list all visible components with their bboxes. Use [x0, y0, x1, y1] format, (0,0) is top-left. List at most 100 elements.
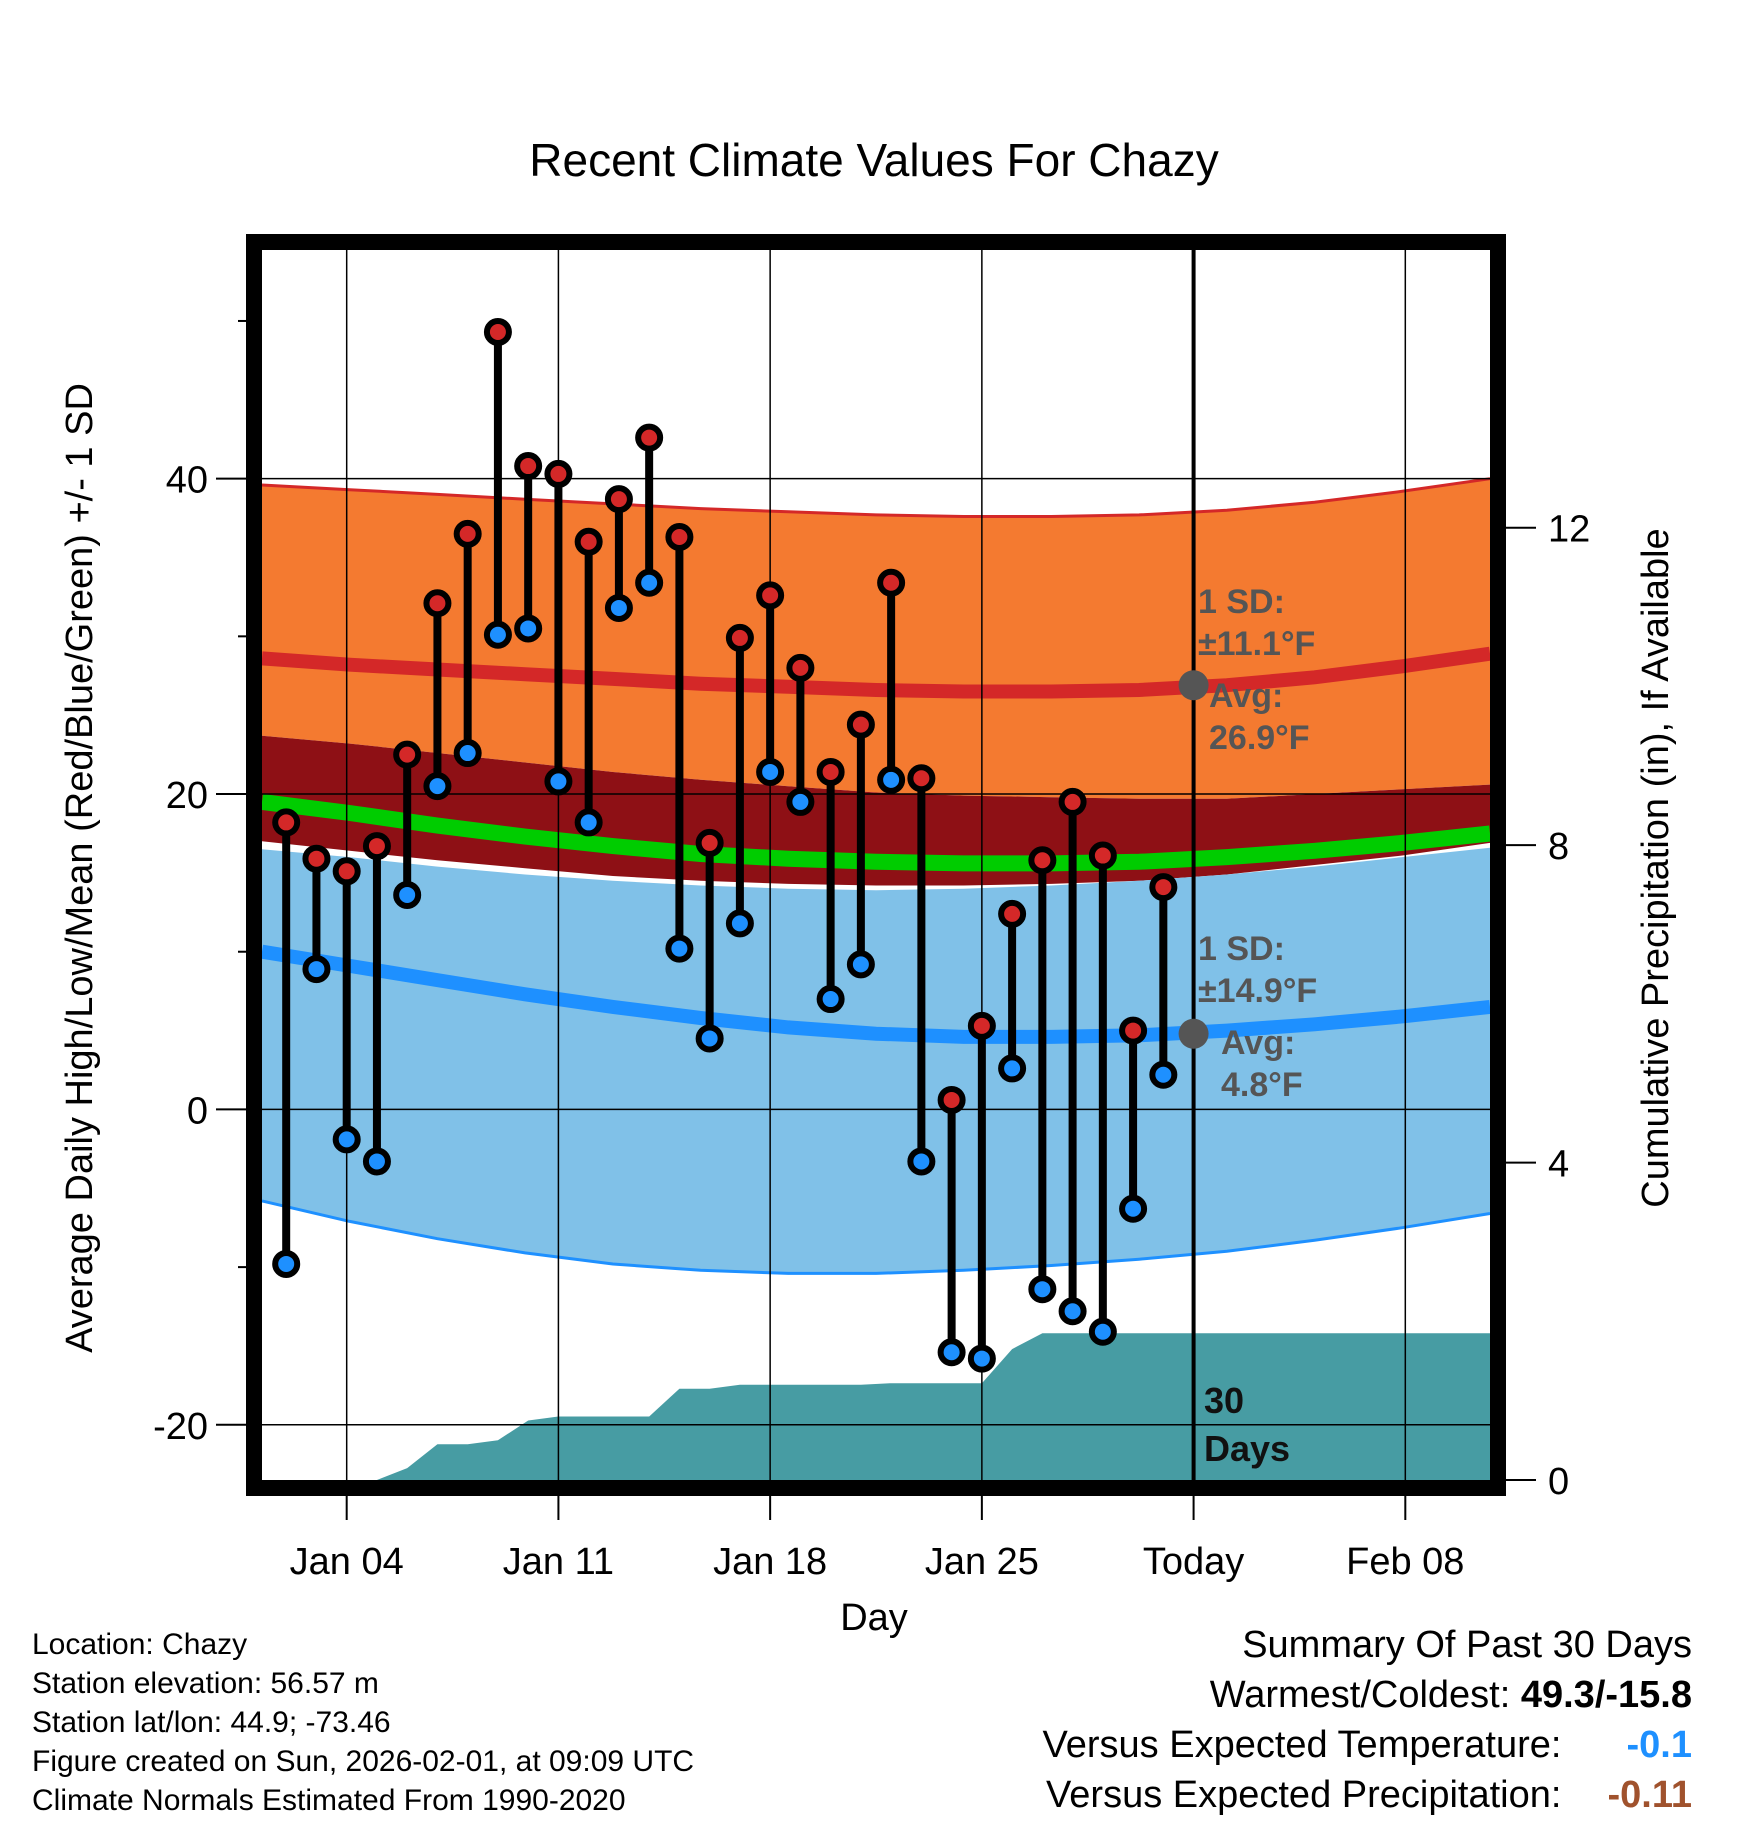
daily-low-point: [1149, 1060, 1178, 1089]
daily-high-point: [604, 485, 633, 514]
period-label-line1: 30: [1204, 1380, 1244, 1421]
y-tick-label: -20: [153, 1406, 208, 1448]
daily-low-point: [544, 767, 573, 796]
daily-low-point: [665, 934, 694, 963]
latlon-text: Station lat/lon: 44.9; -73.46: [32, 1706, 391, 1739]
station-info: Location: Chazy Station elevation: 56.57…: [32, 1625, 694, 1820]
daily-high-point: [423, 589, 452, 618]
daily-high-point: [635, 423, 664, 452]
daily-low-point: [877, 765, 906, 794]
high-avg-marker: [1178, 670, 1209, 701]
elevation-text: Station elevation: 56.57 m: [32, 1667, 379, 1700]
daily-low-point: [1119, 1194, 1148, 1223]
daily-low-point: [635, 568, 664, 597]
summary-panel: Summary Of Past 30 Days Warmest/Coldest:…: [1043, 1620, 1692, 1820]
daily-low-point: [725, 909, 754, 938]
low-avg-label: Avg:: [1221, 1024, 1295, 1062]
precip-area: [262, 1333, 1490, 1480]
high-sd-label: 1 SD:: [1198, 583, 1285, 621]
daily-high-point: [514, 452, 543, 481]
daily-low-point: [332, 1125, 361, 1154]
y-tick-label: 40: [166, 460, 208, 502]
daily-low-point: [393, 880, 422, 909]
daily-low-point: [453, 739, 482, 768]
daily-high-point: [1028, 846, 1057, 875]
daily-low-point: [574, 808, 603, 837]
y2-tick-label: 8: [1548, 826, 1569, 868]
daily-low-point: [302, 955, 331, 984]
high-avg-value: 26.9°F: [1209, 719, 1310, 757]
daily-high-point: [544, 459, 573, 488]
daily-low-point: [937, 1338, 966, 1367]
high-upper-line: [261, 477, 1491, 518]
low-avg-marker: [1178, 1018, 1209, 1049]
daily-low-point: [1058, 1297, 1087, 1326]
daily-high-point: [1088, 841, 1117, 870]
daily-high-point: [877, 568, 906, 597]
daily-high-point: [332, 857, 361, 886]
low-sd-value: ±14.9°F: [1198, 972, 1317, 1010]
warm-cold-value: 49.3/-15.8: [1520, 1674, 1692, 1716]
low-sd-label: 1 SD:: [1198, 930, 1285, 968]
warm-cold-label: Warmest/Coldest:: [1209, 1674, 1511, 1716]
normal-low-line: [260, 944, 1491, 1044]
daily-high-point: [362, 832, 391, 861]
x-axis-label: Day: [840, 1597, 908, 1639]
daily-high-point: [695, 828, 724, 857]
daily-low-point: [514, 614, 543, 643]
daily-high-point: [846, 710, 875, 739]
daily-low-point: [846, 950, 875, 979]
daily-low-point: [756, 757, 785, 786]
x-tick-label: Jan 11: [503, 1541, 614, 1583]
normal-mean-line: [260, 793, 1491, 872]
x-tick-label: Today: [1143, 1541, 1244, 1583]
axes: -20 0 20 40 0 4 8 12 Jan 04 Jan 11 Jan 18 Jan 25 Tod…: [153, 319, 1590, 1583]
daily-low-point: [1028, 1275, 1057, 1304]
period-label-line2: Days: [1204, 1428, 1290, 1469]
low-lower-line: [261, 1199, 1491, 1275]
daily-low-point: [816, 985, 845, 1014]
precip-label: Versus Expected Precipitation:: [1046, 1774, 1562, 1816]
precip-cumulative-area: [262, 1333, 1490, 1480]
daily-high-point: [725, 623, 754, 652]
temp-row: Versus Expected Temperature: -0.1: [1043, 1720, 1692, 1770]
daily-low-point: [998, 1054, 1027, 1083]
daily-high-point: [786, 653, 815, 682]
low-avg-value: 4.8°F: [1221, 1066, 1303, 1104]
y-axis-label: Average Daily High/Low/Mean (Red/Blue/Gr…: [59, 383, 101, 1353]
x-tick-label: Feb 08: [1346, 1541, 1464, 1583]
daily-high-point: [665, 523, 694, 551]
precip-value: -0.11: [1607, 1774, 1692, 1816]
y2-tick-label: 0: [1548, 1461, 1569, 1503]
daily-high-point: [1058, 787, 1087, 816]
daily-low-point: [967, 1344, 996, 1373]
daily-high-point: [453, 519, 482, 548]
daily-low-point: [483, 620, 512, 649]
daily-high-point: [816, 757, 845, 786]
y2-axis-label: Cumulative Precipitation (in), If Availa…: [1635, 528, 1677, 1207]
created-text: Figure created on Sun, 2026-02-01, at 09…: [32, 1745, 695, 1778]
x-tick-label: Jan 18: [713, 1541, 827, 1583]
daily-low-point: [695, 1024, 724, 1053]
daily-high-point: [907, 764, 936, 793]
high-sd-value: ±11.1°F: [1198, 625, 1315, 663]
temp-label: Versus Expected Temperature:: [1042, 1724, 1562, 1766]
daily-low-point: [786, 787, 815, 816]
low-sd-band: [262, 847, 1490, 1274]
normals-text: Climate Normals Estimated From 1990-2020: [32, 1784, 626, 1817]
daily-high-point: [393, 740, 422, 769]
daily-low-point: [1088, 1317, 1117, 1346]
location-text: Location: Chazy: [32, 1628, 248, 1661]
x-tick-label: Jan 04: [290, 1541, 404, 1583]
daily-low-point: [604, 593, 633, 622]
y2-tick-label: 12: [1548, 509, 1590, 551]
y-tick-label: 0: [187, 1090, 208, 1132]
plot-frame: [246, 234, 1506, 1496]
x-tick-label: Jan 25: [925, 1541, 1039, 1583]
precip-row: Versus Expected Precipitation: -0.11: [1043, 1770, 1692, 1820]
daily-high-point: [1119, 1016, 1148, 1045]
annotations: 1 SD: ±11.1°F Avg: 26.9°F 1 SD: ±14.9°F …: [1198, 583, 1317, 1469]
daily-high-point: [272, 808, 301, 837]
temp-value: -0.1: [1626, 1724, 1692, 1766]
daily-high-point: [937, 1085, 966, 1114]
